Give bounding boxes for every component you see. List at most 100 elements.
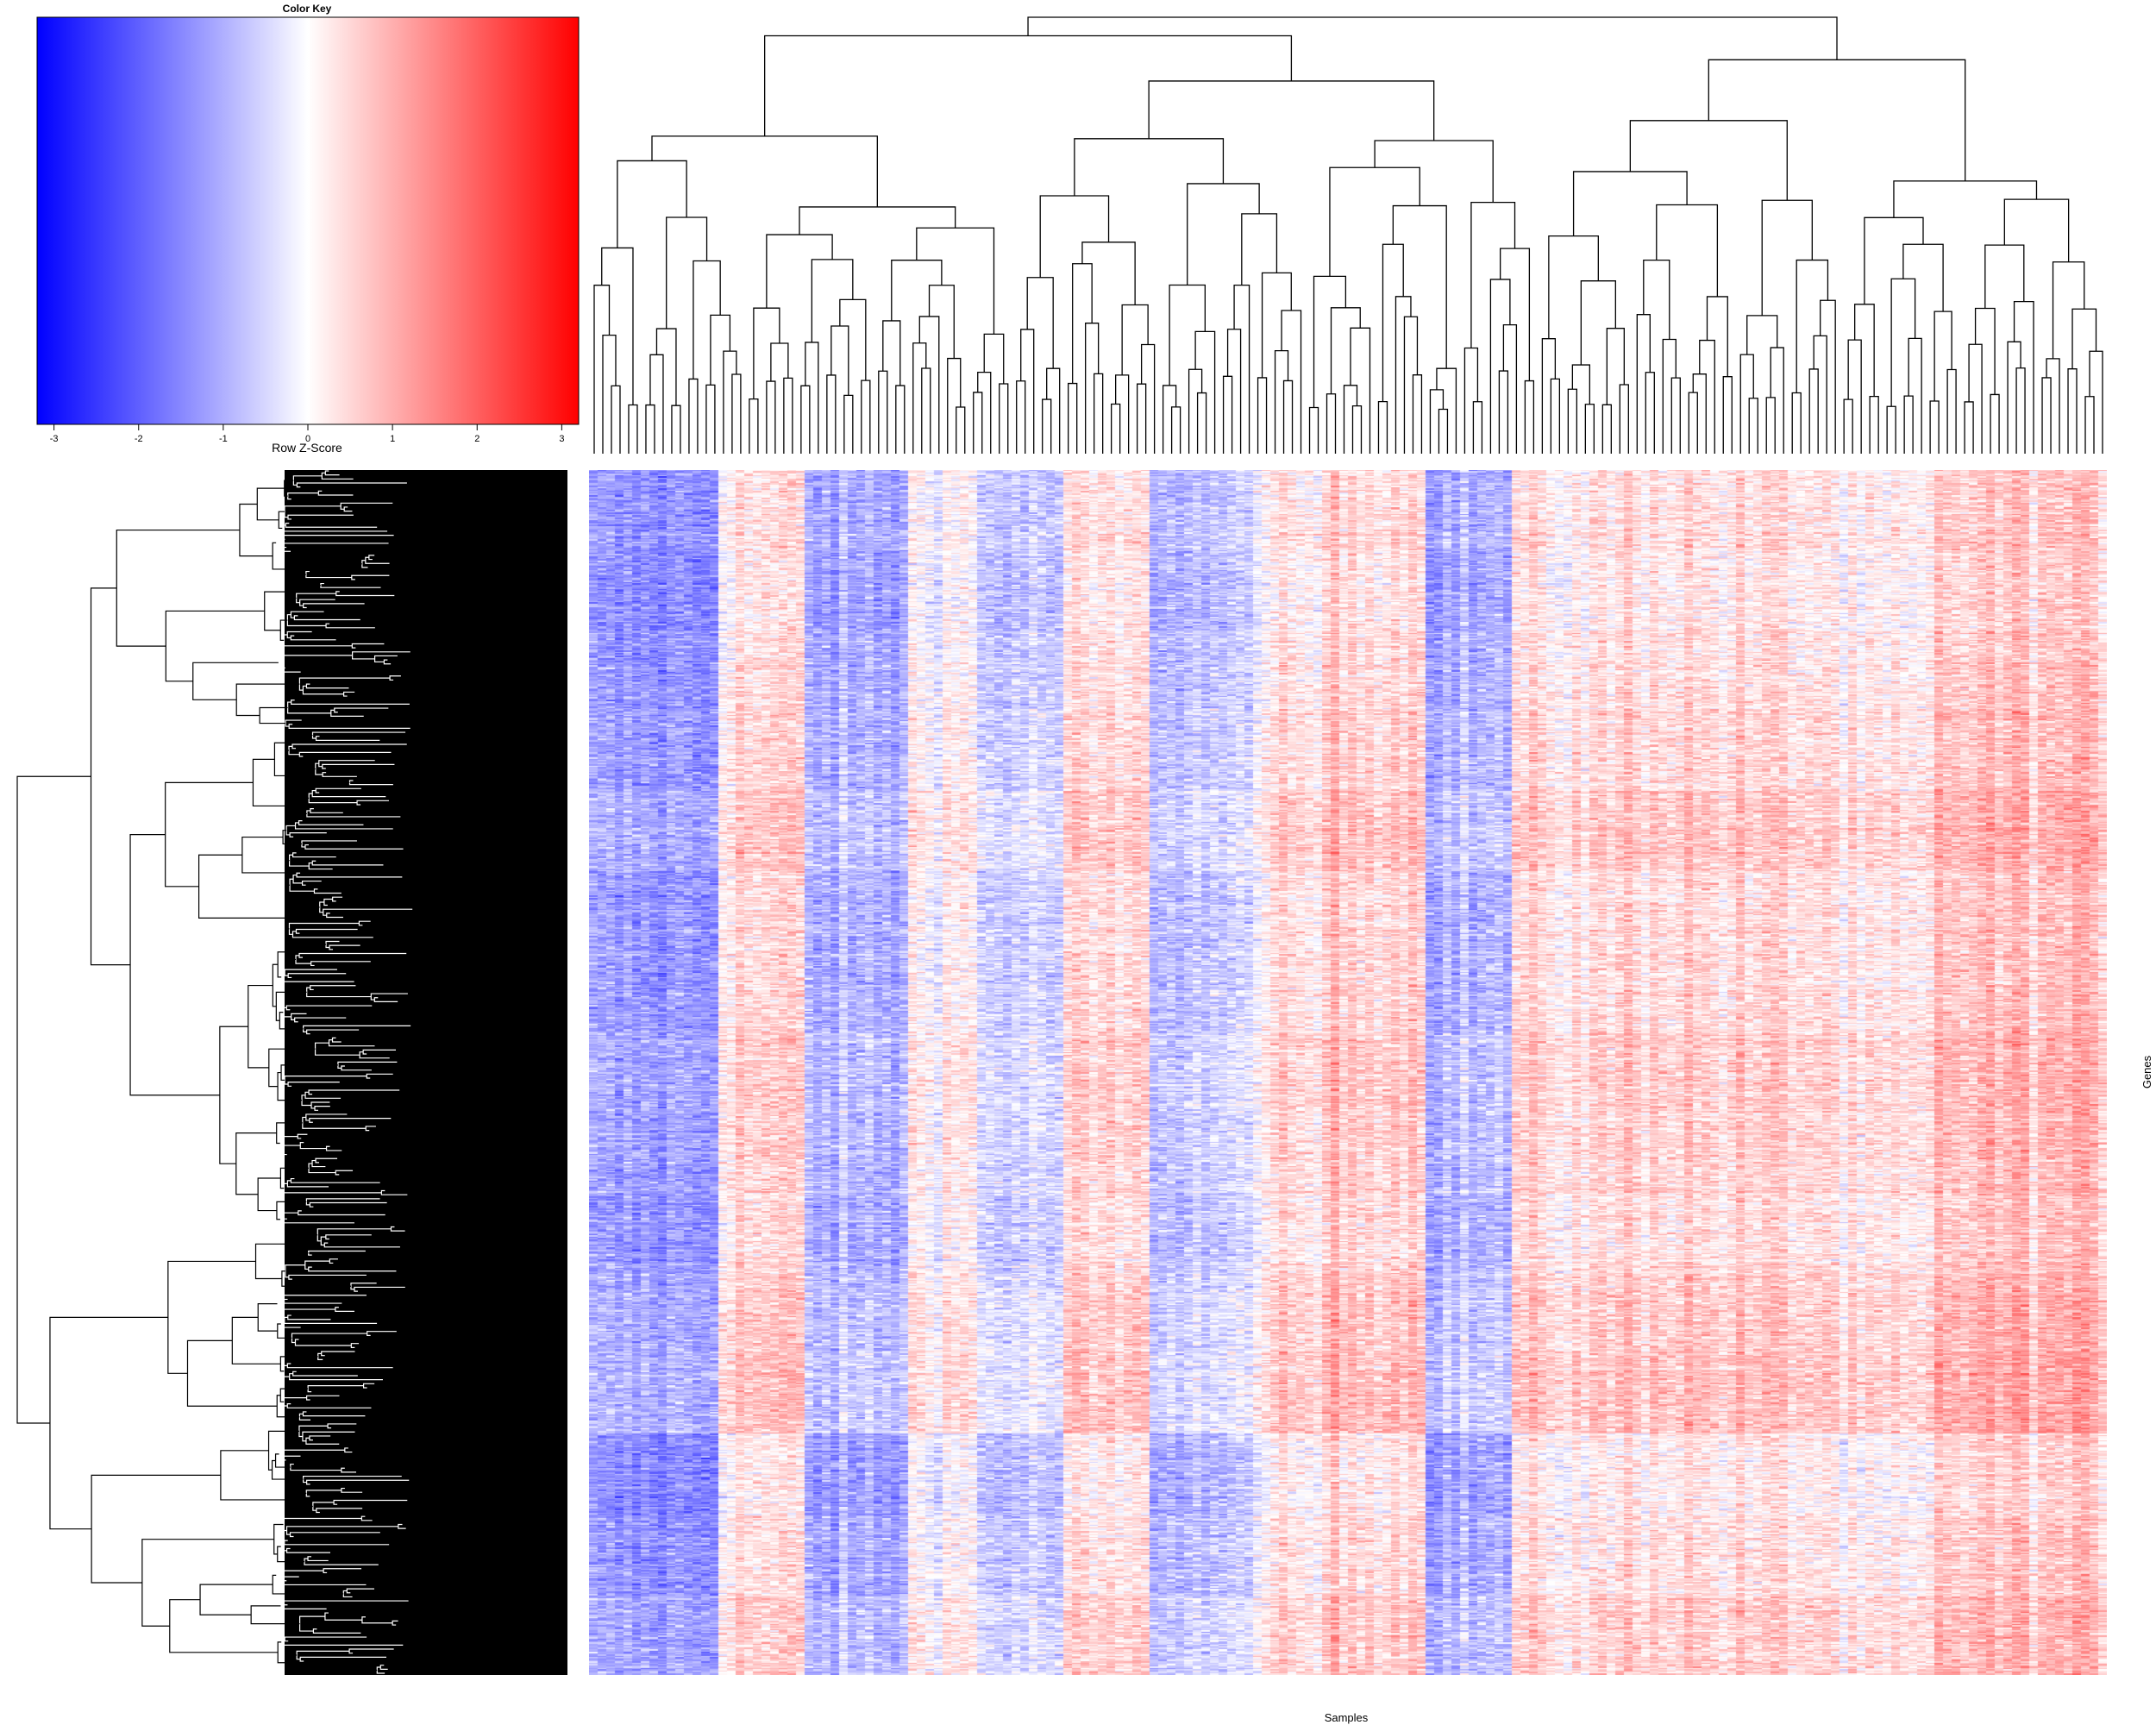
row-dendrogram-link <box>259 706 288 724</box>
column-dendrogram-link <box>918 316 940 454</box>
row-dendrogram-link <box>284 1076 367 1085</box>
column-dendrogram-link <box>1115 374 1130 454</box>
column-dendrogram-link <box>1722 376 1733 454</box>
row-dendrogram-link <box>165 781 254 888</box>
row-dendrogram-link <box>308 793 358 804</box>
column-dendrogram-link <box>1170 406 1181 454</box>
y-axis-label: Genes <box>2140 1055 2153 1088</box>
row-dendrogram-link <box>325 623 375 629</box>
row-dendrogram-link <box>169 1599 279 1653</box>
row-dendrogram-link <box>373 997 398 1003</box>
column-dendrogram-link <box>1020 329 1035 454</box>
row-dendrogram-link <box>286 614 327 627</box>
column-dendrogram-link <box>1791 392 1802 454</box>
row-dendrogram-link <box>276 1201 307 1220</box>
column-dendrogram-link <box>2046 358 2060 454</box>
row-dendrogram-link <box>335 1307 354 1312</box>
column-dendrogram-link <box>1739 354 1754 454</box>
column-dendrogram-link <box>1571 364 1590 405</box>
column-dendrogram-link <box>1121 304 1149 375</box>
row-dendrogram-link <box>358 920 371 926</box>
row-dendrogram-link <box>315 1157 338 1164</box>
row-dendrogram-leaf-mass <box>285 470 567 1675</box>
row-dendrogram-link <box>305 1437 340 1445</box>
column-dendrogram-link <box>1392 204 1447 369</box>
column-dendrogram-link <box>617 160 687 248</box>
row-dendrogram-link <box>298 1413 311 1421</box>
color-key-gradient <box>36 16 580 425</box>
row-dendrogram-link <box>281 667 301 673</box>
row-dendrogram-link <box>376 1666 385 1674</box>
row-dendrogram-link <box>321 472 354 480</box>
column-dendrogram-link <box>766 380 776 454</box>
row-dendrogram-link <box>256 487 285 521</box>
column-dendrogram-link <box>602 334 617 454</box>
row-dendrogram-link <box>301 1095 312 1107</box>
column-dendrogram-link <box>1946 368 1957 454</box>
column-dendrogram-link <box>1643 259 1670 340</box>
column-dendrogram-link <box>1893 180 2038 218</box>
column-dendrogram-link <box>1550 378 1561 454</box>
row-dendrogram-link <box>281 1455 301 1461</box>
row-dendrogram-link <box>280 1064 338 1081</box>
row-dendrogram-link <box>298 677 391 691</box>
row-dendrogram-link <box>370 993 408 1000</box>
row-dendrogram-link <box>354 1286 405 1292</box>
row-dendrogram-link <box>322 763 395 769</box>
column-dendrogram-link <box>671 405 681 454</box>
row-dendrogram-link <box>275 536 282 549</box>
column-dendrogram-link <box>649 354 664 454</box>
column-dendrogram-link <box>710 314 731 386</box>
row-dendrogram-link <box>91 1474 221 1584</box>
column-dendrogram-link <box>693 260 721 380</box>
row-dendrogram-link <box>318 760 375 768</box>
row-dendrogram-link <box>294 1017 347 1023</box>
row-dendrogram-link <box>344 1447 353 1453</box>
column-dendrogram-link <box>1326 393 1337 454</box>
row-dendrogram-link <box>337 1061 398 1069</box>
row-dendrogram-link <box>279 1356 318 1372</box>
column-dendrogram-link <box>1761 199 1813 316</box>
row-dendrogram-link <box>281 524 388 532</box>
column-dendrogram-link <box>651 135 878 207</box>
column-dendrogram-link <box>1042 398 1052 454</box>
row-dendrogram-link <box>324 470 340 476</box>
column-dendrogram-link <box>811 259 854 342</box>
color-key-tick-label: 0 <box>305 434 310 444</box>
column-dendrogram-link <box>1039 195 1110 278</box>
column-dendrogram-link <box>1746 315 1778 355</box>
column-dendrogram-link <box>1656 204 1719 297</box>
row-dendrogram-link <box>296 872 403 878</box>
row-dendrogram-link <box>241 836 286 874</box>
column-dendrogram-link <box>1572 171 1688 236</box>
column-dendrogram-link <box>921 367 931 454</box>
row-dendrogram-link <box>351 574 390 580</box>
row-dendrogram-link <box>310 1101 330 1109</box>
row-dendrogram-link <box>315 762 323 775</box>
row-dendrogram-link <box>289 878 315 892</box>
column-dendrogram-link <box>1820 299 1836 454</box>
column-dendrogram-link <box>1194 330 1216 454</box>
column-dendrogram-link <box>1188 368 1203 454</box>
column-dendrogram <box>593 16 2103 454</box>
row-dendrogram-link <box>343 691 355 697</box>
row-dendrogram-link <box>367 1331 397 1336</box>
row-dendrogram-link <box>90 587 131 966</box>
row-dendrogram-link <box>292 874 303 884</box>
row-dendrogram-link <box>342 1590 353 1598</box>
row-dendrogram-link <box>302 1411 366 1417</box>
column-dendrogram-link <box>1257 377 1268 454</box>
row-dendrogram-link <box>235 1132 277 1195</box>
column-dendrogram-link <box>1094 373 1104 454</box>
row-dendrogram-link <box>293 615 360 621</box>
column-dendrogram-link <box>2013 300 2034 454</box>
column-dendrogram-link <box>1502 323 1518 454</box>
row-dendrogram-link <box>308 1089 400 1095</box>
color-key: Color Key -3 -2 -1 0 1 2 3 Row Z-Score <box>36 3 580 455</box>
row-dendrogram-link <box>235 683 300 717</box>
row-dendrogram-link <box>302 685 344 695</box>
column-dendrogram-link <box>1601 404 1612 454</box>
row-dendrogram-link <box>311 768 350 783</box>
row-dendrogram-link <box>302 1431 355 1442</box>
row-dendrogram-link <box>282 1517 362 1532</box>
